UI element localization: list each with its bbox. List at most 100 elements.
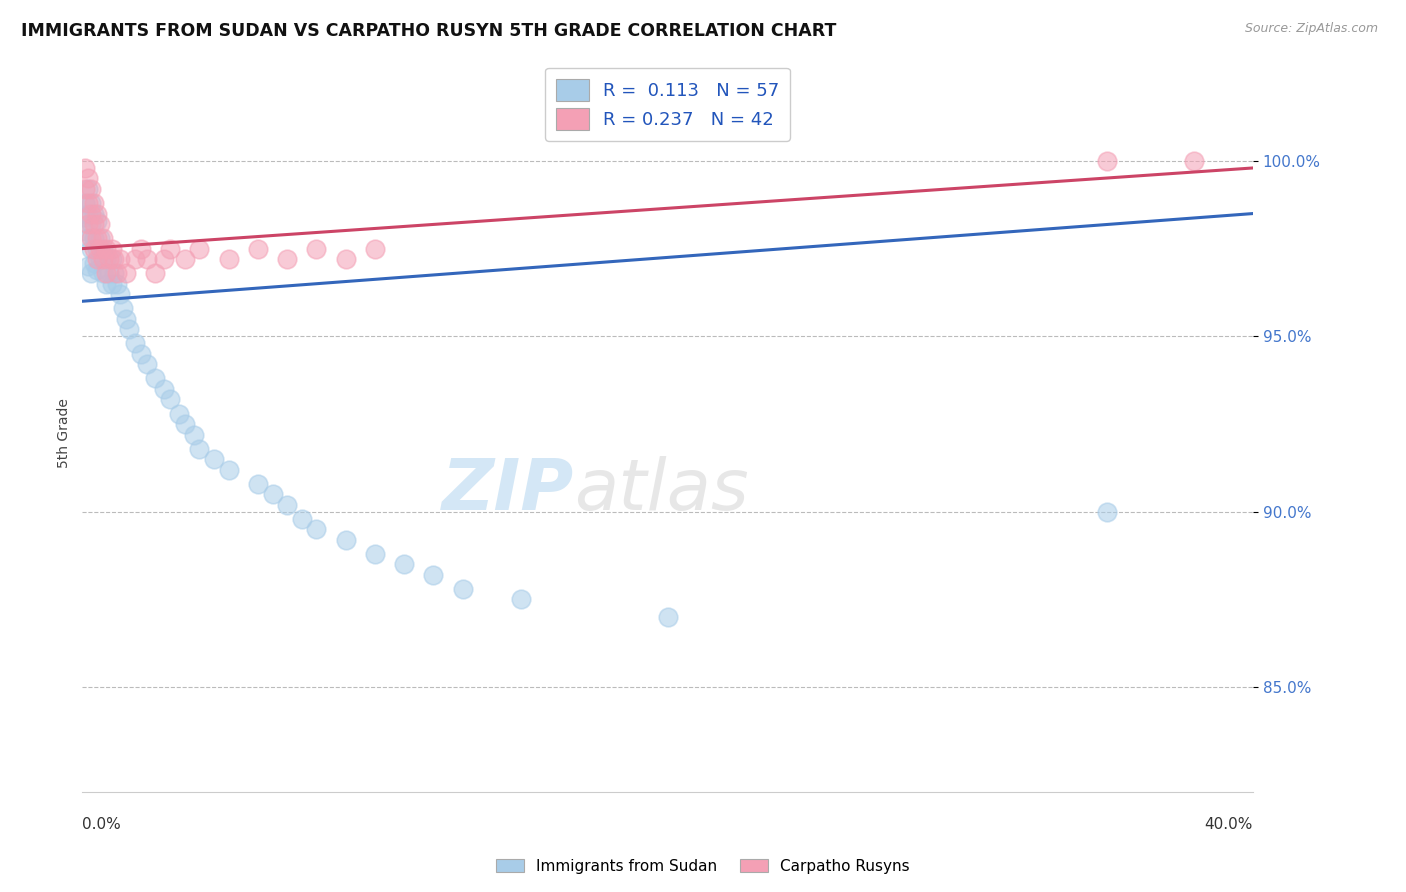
Point (100, 277, 122, 291)
Point (129, 242, 152, 256)
Point (115, 311, 138, 326)
Text: atlas: atlas (574, 456, 748, 524)
Point (262, 487, 284, 501)
Point (77, 182, 100, 196)
Point (86, 252, 108, 267)
Point (110, 287, 132, 301)
Point (80, 217, 103, 231)
Point (145, 371, 167, 385)
Point (246, 242, 269, 256)
Point (103, 252, 125, 267)
Point (276, 498, 298, 512)
Point (202, 452, 225, 467)
Point (305, 522, 328, 536)
Point (86, 231, 108, 245)
Point (335, 252, 357, 267)
Point (77, 231, 100, 245)
Point (153, 252, 176, 267)
Point (86, 206, 108, 220)
Point (97, 252, 120, 267)
Point (75, 224, 97, 238)
Point (83, 196, 105, 211)
Point (75, 210, 97, 224)
Point (89, 252, 111, 267)
Point (335, 533, 357, 547)
Point (118, 322, 141, 336)
Point (1184, 153, 1206, 168)
Point (75, 161, 97, 175)
Point (89, 231, 111, 245)
Point (451, 582, 474, 596)
Point (91, 252, 114, 267)
Point (159, 392, 181, 407)
Point (86, 242, 108, 256)
Point (1095, 505, 1118, 519)
Point (80, 231, 103, 245)
Point (112, 301, 135, 316)
Point (305, 242, 328, 256)
Point (86, 213, 108, 227)
Point (97, 266, 120, 280)
Point (218, 463, 240, 477)
Point (103, 266, 125, 280)
Point (422, 568, 444, 582)
Point (94, 277, 117, 291)
Point (291, 512, 314, 526)
Y-axis label: 5th Grade: 5th Grade (58, 398, 72, 467)
Text: 40.0%: 40.0% (1205, 817, 1253, 832)
Point (77, 171, 100, 186)
Text: IMMIGRANTS FROM SUDAN VS CARPATHO RUSYN 5TH GRADE CORRELATION CHART: IMMIGRANTS FROM SUDAN VS CARPATHO RUSYN … (21, 22, 837, 40)
Point (77, 259, 100, 273)
Point (188, 442, 211, 456)
Point (135, 252, 157, 267)
Point (135, 358, 157, 372)
Point (100, 252, 122, 267)
Point (364, 547, 387, 561)
Text: ZIP: ZIP (441, 456, 574, 524)
Point (364, 242, 387, 256)
Point (107, 277, 129, 291)
Point (75, 182, 97, 196)
Point (80, 266, 103, 280)
Point (510, 592, 533, 607)
Point (657, 610, 679, 624)
Point (153, 382, 176, 396)
Point (167, 407, 190, 421)
Point (80, 182, 103, 196)
Point (91, 266, 114, 280)
Point (83, 231, 105, 245)
Point (91, 242, 114, 256)
Point (173, 252, 195, 267)
Point (83, 217, 105, 231)
Point (94, 242, 117, 256)
Point (83, 206, 105, 220)
Point (77, 217, 100, 231)
Point (77, 196, 100, 211)
Point (110, 252, 132, 267)
Point (94, 266, 117, 280)
Point (173, 417, 195, 431)
Point (80, 196, 103, 211)
Point (159, 242, 181, 256)
Point (246, 476, 269, 491)
Point (276, 252, 298, 267)
Point (124, 252, 146, 267)
Text: 0.0%: 0.0% (83, 817, 121, 832)
Point (124, 336, 146, 351)
Point (394, 558, 416, 572)
Point (129, 347, 152, 361)
Point (80, 206, 103, 220)
Point (75, 196, 97, 211)
Point (89, 217, 111, 231)
Point (80, 242, 103, 256)
Point (89, 242, 111, 256)
Point (83, 242, 105, 256)
Point (77, 206, 100, 220)
Point (91, 231, 114, 245)
Point (86, 262, 108, 277)
Point (1095, 153, 1118, 168)
Point (183, 427, 205, 442)
Point (94, 252, 117, 267)
Text: Source: ZipAtlas.com: Source: ZipAtlas.com (1244, 22, 1378, 36)
Point (218, 252, 240, 267)
